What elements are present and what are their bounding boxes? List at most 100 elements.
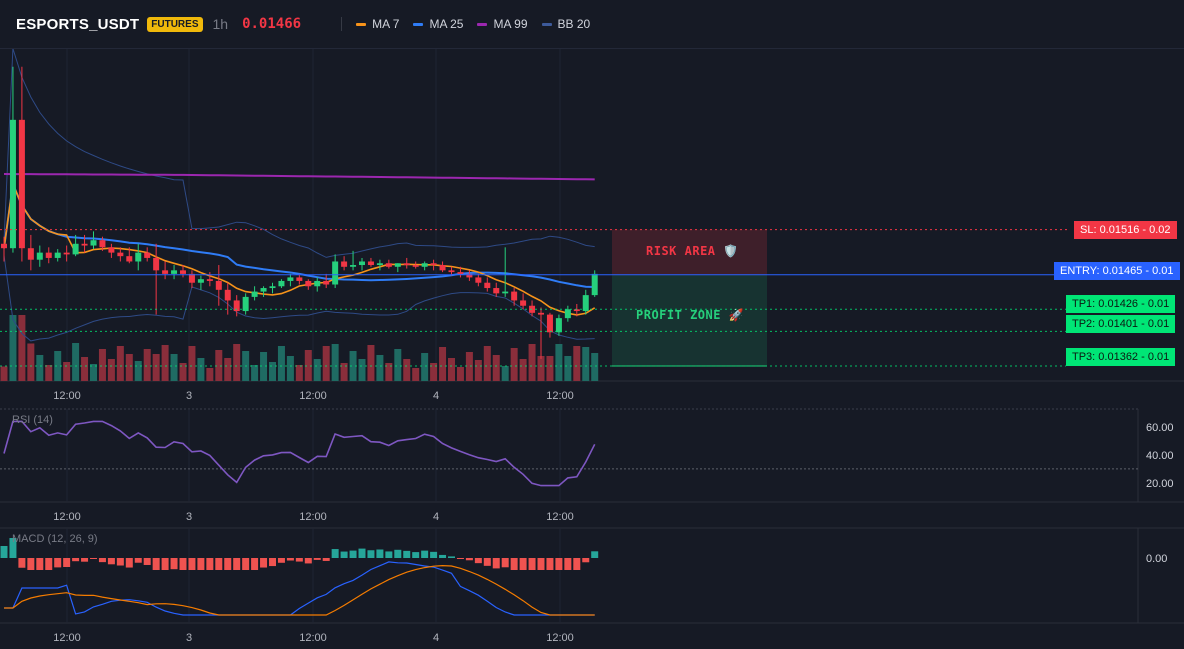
- candle-body: [502, 291, 509, 294]
- macd-histogram-bar: [161, 558, 169, 570]
- x-tick-label: 3: [186, 632, 192, 644]
- x-tick-label: 12:00: [299, 632, 327, 644]
- entry-level-tag[interactable]: ENTRY: 0.01465 - 0.01: [1054, 262, 1180, 280]
- volume-bar: [501, 366, 509, 381]
- signal-line: [4, 564, 595, 616]
- candle-body: [367, 261, 374, 266]
- symbol-title[interactable]: ESPORTS_USDT: [16, 15, 140, 33]
- tp3-level-tag[interactable]: TP3: 0.01362 - 0.01: [1066, 348, 1176, 366]
- candle-body: [475, 277, 482, 283]
- candle-body: [278, 280, 285, 287]
- volume-bar: [116, 346, 124, 381]
- legend-bb20[interactable]: BB 20: [541, 17, 590, 31]
- rsi-axis-label: 40.00: [1146, 450, 1174, 462]
- legend-ma25[interactable]: MA 25: [413, 17, 463, 31]
- volume-bar: [197, 358, 205, 381]
- x-tick-label: 12:00: [53, 632, 81, 644]
- rsi-label: RSI (14): [12, 414, 53, 426]
- volume-bar: [385, 363, 393, 381]
- sl-level-tag[interactable]: SL: 0.01516 - 0.02: [1074, 221, 1177, 239]
- legend-swatch: [413, 22, 424, 26]
- volume-bar: [0, 366, 8, 381]
- volume-bar: [573, 346, 581, 381]
- macd-histogram-bar: [152, 558, 160, 570]
- macd-histogram-bar: [206, 558, 214, 570]
- macd-histogram-bar: [143, 558, 151, 565]
- candle-body: [215, 280, 222, 290]
- macd-histogram-bar: [483, 558, 491, 566]
- volume-bar: [555, 344, 563, 381]
- volume-bar: [295, 365, 303, 381]
- candle-body: [573, 309, 580, 312]
- macd-histogram-bar: [430, 551, 438, 558]
- volume-bar: [152, 354, 160, 381]
- candle-body: [582, 295, 589, 312]
- candle-body: [9, 119, 16, 249]
- legend-swatch: [477, 22, 488, 26]
- volume-bar: [367, 345, 375, 381]
- macd-histogram-bar: [224, 558, 232, 570]
- volume-bar: [492, 355, 500, 381]
- candle-body: [45, 252, 52, 258]
- volume-bar: [188, 346, 196, 381]
- macd-histogram-bar: [537, 558, 545, 570]
- volume-bar: [251, 365, 259, 381]
- macd-histogram-bar: [448, 556, 455, 558]
- volume-bar: [564, 356, 572, 381]
- volume-bar: [519, 359, 527, 381]
- macd-histogram-bar: [125, 558, 133, 568]
- macd-label: MACD (12, 26, 9): [12, 533, 98, 545]
- macd-histogram-bar: [564, 558, 572, 570]
- candle-body: [466, 273, 473, 278]
- volume-bar: [331, 344, 339, 381]
- candle-body: [27, 248, 34, 260]
- macd-histogram-bar: [376, 549, 384, 558]
- candle-body: [251, 291, 258, 297]
- candle-body: [394, 263, 401, 267]
- candle-body: [18, 119, 25, 249]
- candle-body: [72, 243, 79, 255]
- volume-bar: [36, 355, 44, 381]
- macd-axis-label: 0.00: [1146, 553, 1167, 565]
- macd-histogram-bar: [9, 538, 17, 558]
- candle-body: [412, 265, 419, 267]
- candle-body: [108, 247, 115, 253]
- macd-histogram-bar: [358, 548, 366, 558]
- risk-area-label: RISK AREA 🛡️: [646, 244, 739, 258]
- legend-ma7[interactable]: MA 7: [356, 17, 399, 31]
- macd-histogram-bar: [421, 550, 429, 558]
- candle-body: [341, 261, 348, 267]
- volume-bar: [179, 363, 187, 381]
- macd-histogram-bar: [18, 558, 26, 568]
- tp1-level-tag[interactable]: TP1: 0.01426 - 0.01: [1066, 295, 1176, 313]
- macd-histogram-bar: [269, 558, 276, 567]
- candle-body: [233, 300, 240, 312]
- volume-bar: [304, 350, 312, 381]
- volume-bar: [474, 360, 482, 381]
- volume-bar: [206, 368, 214, 381]
- legend-label: MA 99: [493, 17, 528, 31]
- macd-histogram-bar: [98, 558, 106, 563]
- x-tick-label: 12:00: [546, 390, 574, 402]
- timeframe-label[interactable]: 1h: [212, 16, 229, 32]
- divider: [341, 17, 343, 31]
- candle-body: [54, 252, 61, 258]
- macd-histogram-bar: [439, 554, 447, 558]
- candle-body: [385, 263, 392, 267]
- risk-area-zone: [612, 229, 767, 275]
- x-tick-label: 3: [186, 511, 192, 523]
- tp2-level-tag[interactable]: TP2: 0.01401 - 0.01: [1066, 315, 1176, 333]
- volume-bar: [269, 362, 276, 381]
- candle-body: [90, 240, 97, 246]
- x-tick-label: 12:00: [299, 511, 327, 523]
- legend-ma99[interactable]: MA 99: [477, 17, 528, 31]
- macd-histogram-bar: [573, 558, 581, 570]
- macd-histogram-bar: [197, 558, 205, 570]
- macd-histogram-bar: [349, 550, 357, 558]
- macd-histogram-bar: [295, 558, 303, 562]
- macd-histogram-bar: [116, 558, 124, 566]
- candle-body: [126, 256, 133, 262]
- macd-histogram-bar: [510, 558, 518, 570]
- ma7-line: [3, 181, 596, 316]
